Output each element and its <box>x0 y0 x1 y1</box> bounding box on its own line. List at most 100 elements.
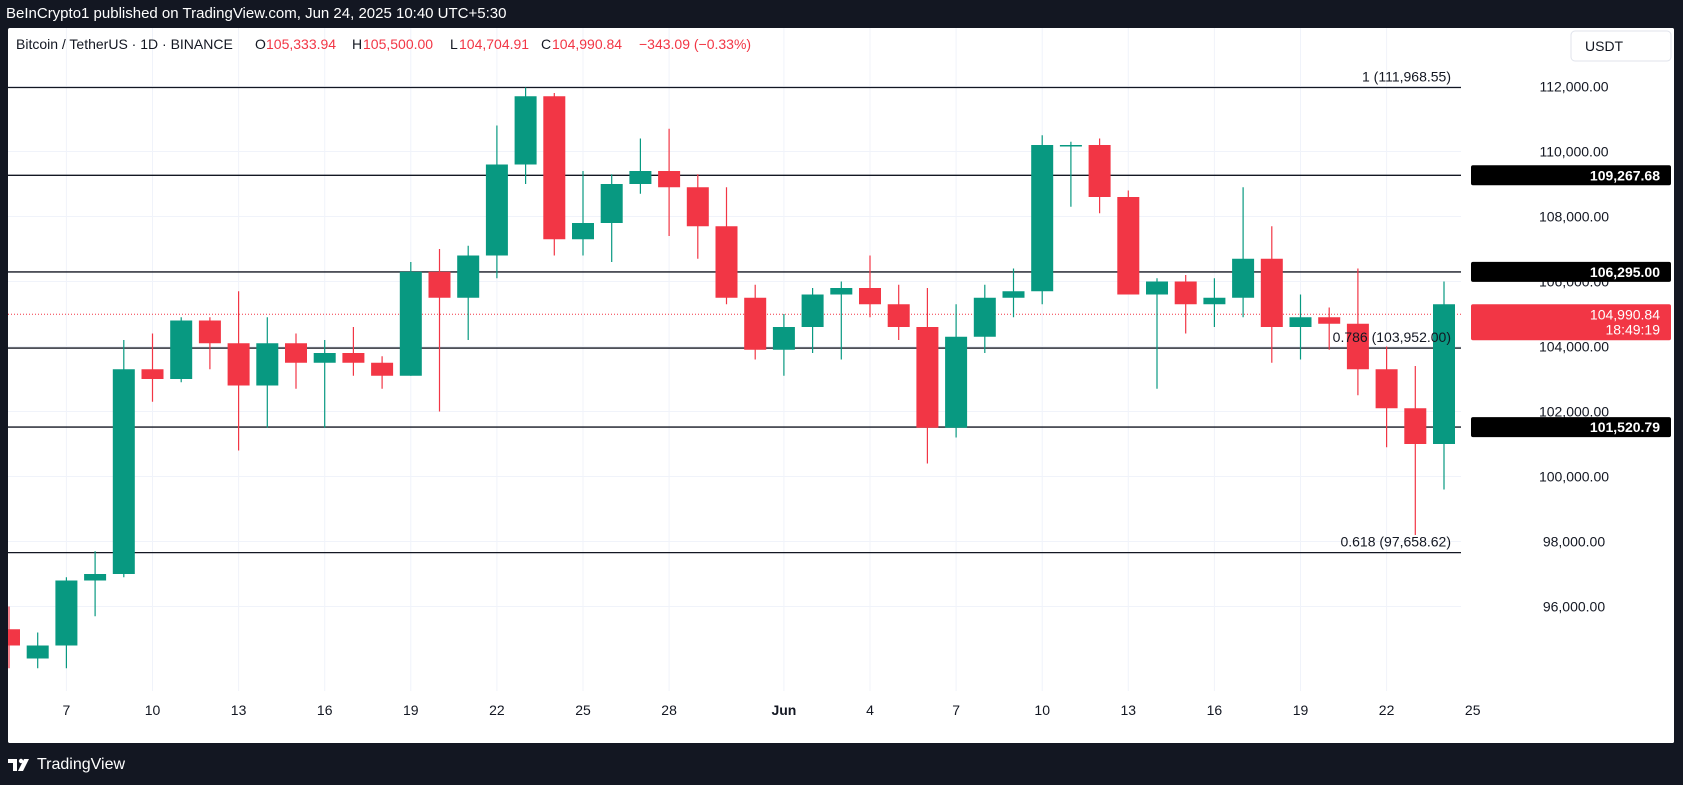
y-tick-label: 98,000.00 <box>1543 534 1605 550</box>
candle[interactable] <box>141 333 164 402</box>
candle[interactable] <box>945 304 968 438</box>
ohlc-legend: Bitcoin / TetherUS · 1D · BINANCE O 105,… <box>16 36 751 52</box>
horizontal-levels[interactable] <box>8 86 1461 554</box>
candle-body <box>141 369 164 379</box>
candle[interactable] <box>859 255 881 318</box>
candle[interactable] <box>1232 187 1255 318</box>
legend-o-value: 105,333.94 <box>266 36 336 52</box>
candle[interactable] <box>1002 268 1025 318</box>
legend-change: −343.09 (−0.33%) <box>639 36 751 52</box>
candle[interactable] <box>887 284 910 340</box>
candle-body <box>1232 258 1255 298</box>
candle[interactable] <box>1203 278 1226 327</box>
price-axis[interactable]: 96,000.0098,000.00100,000.00102,000.0010… <box>1461 28 1674 743</box>
candle-body <box>485 164 508 256</box>
x-tick-label: 16 <box>317 702 333 718</box>
price-axis-background <box>1461 28 1674 743</box>
candle[interactable] <box>285 333 307 389</box>
candle[interactable] <box>1031 135 1054 305</box>
candle[interactable] <box>1346 268 1369 396</box>
level-price-tag <box>1471 261 1671 282</box>
candle-body <box>916 327 939 428</box>
candle[interactable] <box>772 314 795 376</box>
candle[interactable] <box>399 262 422 376</box>
candle[interactable] <box>170 317 193 383</box>
candle[interactable] <box>26 632 49 669</box>
candle[interactable] <box>801 288 824 353</box>
candle[interactable] <box>658 128 681 236</box>
candle-body <box>342 353 365 363</box>
candle[interactable] <box>973 284 996 353</box>
candle-body <box>801 294 824 327</box>
candle-body <box>285 343 307 363</box>
candle[interactable] <box>198 317 221 370</box>
candle[interactable] <box>457 245 480 340</box>
candle[interactable] <box>112 340 135 578</box>
candle-body <box>1117 197 1140 295</box>
candle[interactable] <box>543 93 566 256</box>
level-price-tag <box>1471 165 1671 186</box>
candle[interactable] <box>744 284 767 360</box>
candle[interactable] <box>485 125 508 279</box>
candle[interactable] <box>1433 281 1455 490</box>
candle[interactable] <box>55 577 78 669</box>
candle-body <box>1433 304 1455 444</box>
candle[interactable] <box>629 138 652 194</box>
candle-body <box>572 223 594 240</box>
chart-panel[interactable]: 1 (111,968.55) 0.786 (103,952.00) 0.618 (9… <box>8 28 1674 743</box>
candle[interactable] <box>1289 294 1312 360</box>
footer-brand: TradingView <box>37 756 126 773</box>
x-tick-label: 16 <box>1207 702 1223 718</box>
candle[interactable] <box>1404 366 1427 535</box>
candle[interactable] <box>84 551 107 617</box>
y-tick-label: 112,000.00 <box>1539 79 1608 95</box>
candle-body <box>8 629 20 646</box>
candle-body <box>1289 317 1312 327</box>
candle[interactable] <box>8 606 20 669</box>
level-price-tag-label: 101,520.79 <box>1590 419 1660 435</box>
candle[interactable] <box>227 291 250 451</box>
candle[interactable] <box>1174 275 1197 334</box>
candle[interactable] <box>572 171 594 256</box>
candle[interactable] <box>1260 226 1283 363</box>
candle[interactable] <box>916 288 939 464</box>
candle[interactable] <box>686 174 709 259</box>
candle-body <box>887 304 910 327</box>
x-tick-label: 10 <box>1034 702 1050 718</box>
candle-body <box>629 171 652 184</box>
time-axis[interactable]: 7 10 13 16 19 22 25 28 Jun 4 7 10 13 16 19 22 25 <box>8 691 1674 743</box>
candle[interactable] <box>600 174 623 262</box>
candle[interactable] <box>1059 141 1082 207</box>
candle-body <box>772 327 795 350</box>
candle-body <box>1088 145 1111 197</box>
candle[interactable] <box>1318 307 1341 350</box>
candle[interactable] <box>514 87 537 184</box>
candle-body <box>1002 291 1025 298</box>
candle[interactable] <box>371 356 394 389</box>
currency-button[interactable] <box>1570 30 1672 62</box>
candle-body <box>1203 297 1226 305</box>
candle[interactable] <box>1088 138 1111 214</box>
candle[interactable] <box>715 187 738 305</box>
x-tick-label: 4 <box>866 702 874 718</box>
candle-body <box>1031 145 1054 292</box>
candle[interactable] <box>313 340 336 428</box>
y-tick-label: 108,000.00 <box>1539 209 1609 225</box>
candle[interactable] <box>1117 190 1140 295</box>
candle[interactable] <box>428 249 451 412</box>
x-tick-label: 7 <box>63 702 71 718</box>
x-tick-label: Jun <box>771 702 796 718</box>
legend-c-label: C <box>541 36 551 52</box>
candle[interactable] <box>1146 278 1168 389</box>
candle[interactable] <box>830 281 853 360</box>
candle[interactable] <box>1375 346 1398 448</box>
candle-body <box>1260 258 1283 327</box>
candle-body <box>198 320 221 344</box>
candles[interactable] <box>8 87 1484 669</box>
candle-body <box>371 362 394 376</box>
candlestick-chart[interactable]: 1 (111,968.55) 0.786 (103,952.00) 0.618 (9… <box>8 28 1674 743</box>
candle-body <box>227 343 250 386</box>
x-tick-label: 25 <box>1465 702 1481 718</box>
candle[interactable] <box>256 317 279 428</box>
candle[interactable] <box>342 327 365 376</box>
